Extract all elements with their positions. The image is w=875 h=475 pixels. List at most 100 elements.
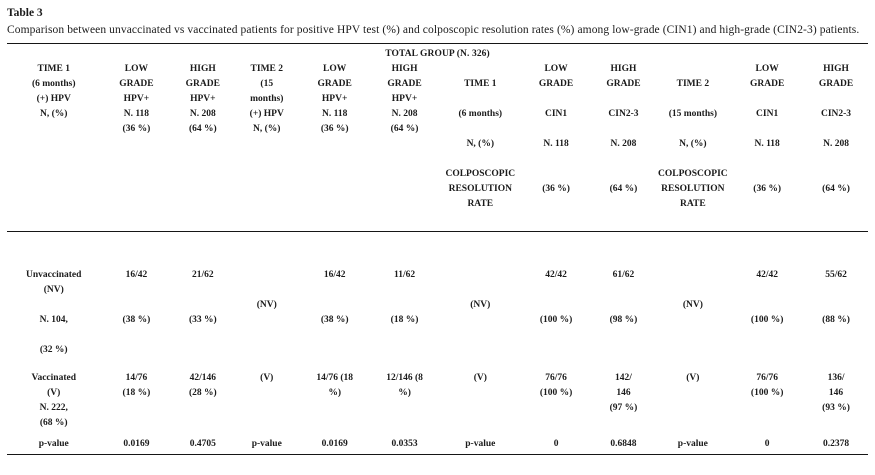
- cell-line: (97 %): [609, 403, 638, 413]
- cell-line: [100, 401, 172, 416]
- table-body: Unvaccinated (NV) N. 104, (32 %) 16/42 (38…: [7, 268, 868, 452]
- header-cell-col-3: HIGH GRADE HPV+ N. 208 (64 %): [172, 62, 233, 212]
- cell-line: [369, 197, 440, 212]
- cell-line: [369, 416, 440, 431]
- row-p-value-col-7: p-value: [440, 437, 521, 452]
- row-unvaccinated-col-4: (NV): [233, 268, 300, 358]
- cell-line: [655, 283, 730, 298]
- cell-line: [521, 343, 592, 358]
- cell-line: GRADE: [749, 79, 785, 89]
- cell-line: [300, 167, 369, 182]
- cell-line: [369, 401, 440, 416]
- cell-line: HPV+: [321, 94, 348, 104]
- cell-line: 0.6848: [610, 439, 637, 449]
- cell-line: [591, 343, 655, 358]
- header-cell-col-5: LOW GRADE HPV+ N. 118 (36 %): [300, 62, 369, 212]
- cell-line: [804, 167, 868, 182]
- cell-line: [521, 152, 592, 167]
- cell-line: [730, 298, 804, 313]
- cell-line: (64 %): [188, 124, 217, 134]
- cell-line: [730, 401, 804, 416]
- cell-line: [804, 298, 868, 313]
- row-p-value-col-5: 0.0169: [300, 437, 369, 452]
- cell-line: [655, 268, 730, 283]
- cell-line: GRADE: [185, 79, 220, 89]
- row-vaccinated-col-9: 142/146 (97 %): [591, 371, 655, 431]
- cell-line: p-value: [677, 439, 708, 449]
- cell-line: [521, 122, 592, 137]
- cell-line: [100, 152, 172, 167]
- cell-line: [804, 283, 868, 298]
- cell-line: [100, 197, 172, 212]
- cell-line: (28 %): [188, 388, 217, 398]
- cell-line: [440, 92, 521, 107]
- cell-line: N. 118: [321, 109, 348, 119]
- cell-line: N, (%): [466, 139, 495, 149]
- cell-line: N. 208: [823, 139, 849, 149]
- cell-line: [300, 416, 369, 431]
- cell-line: [655, 122, 730, 137]
- cell-line: CIN1: [756, 109, 779, 119]
- cell-line: (93 %): [822, 403, 850, 413]
- cell-line: LOW: [124, 64, 148, 74]
- cell-line: HPV+: [391, 94, 418, 104]
- table-row-unvaccinated: Unvaccinated (NV) N. 104, (32 %) 16/42 (38…: [7, 268, 868, 358]
- cell-line: N. 222,: [39, 403, 68, 413]
- cell-line: HIGH: [610, 64, 637, 74]
- table-row-p-value: p-value 0.0169 0.4705 p-value 0.0169 0.0353 p-…: [7, 437, 868, 452]
- paper-table-page: Table 3 Comparison between unvaccinated …: [7, 7, 868, 455]
- table-row-vaccinated: Vaccinated (V) N. 222, (68 %) 14/76 (18 %) 42…: [7, 371, 868, 431]
- cell-line: [730, 416, 804, 431]
- cell-line: (32 %): [39, 345, 68, 355]
- cell-line: [100, 137, 172, 152]
- cell-line: [730, 152, 804, 167]
- cell-line: RATE: [679, 199, 706, 209]
- row-vaccinated-col-4: (V): [233, 371, 300, 431]
- row-unvaccinated-col-8: 42/42 (100 %): [521, 268, 592, 358]
- cell-line: TIME 1: [37, 64, 70, 74]
- cell-line: [655, 401, 730, 416]
- cell-line: [233, 182, 300, 197]
- cell-line: [369, 298, 440, 313]
- cell-line: [7, 152, 100, 167]
- cell-line: HIGH: [189, 64, 216, 74]
- row-unvaccinated-col-1: Unvaccinated (NV) N. 104, (32 %): [7, 268, 100, 358]
- cell-line: %): [328, 388, 341, 398]
- cell-line: 42/42: [545, 270, 567, 280]
- cell-line: [300, 152, 369, 167]
- cell-line: [300, 401, 369, 416]
- row-vaccinated-col-5: 14/76 (18%): [300, 371, 369, 431]
- cell-line: %): [398, 388, 411, 398]
- cell-line: [591, 122, 655, 137]
- cell-line: GRADE: [538, 79, 574, 89]
- cell-line: [521, 298, 592, 313]
- cell-line: [7, 197, 100, 212]
- cell-line: N. 208: [189, 109, 216, 119]
- cell-line: [369, 182, 440, 197]
- row-p-value-col-11: 0: [730, 437, 804, 452]
- cell-line: [233, 313, 300, 328]
- cell-line: [521, 92, 592, 107]
- cell-line: 146: [616, 388, 631, 398]
- row-vaccinated-col-12: 136/146 (93 %): [804, 371, 868, 431]
- row-unvaccinated-col-10: (NV): [655, 268, 730, 358]
- cell-line: [300, 197, 369, 212]
- cell-line: [730, 167, 804, 182]
- row-p-value-col-6: 0.0353: [369, 437, 440, 452]
- cell-line: [804, 92, 868, 107]
- cell-line: 11/62: [393, 270, 416, 280]
- cell-line: (NV): [682, 300, 703, 310]
- cell-line: Vaccinated: [31, 373, 76, 383]
- cell-line: (18 %): [390, 315, 419, 325]
- total-group-header: TOTAL GROUP (N. 326): [385, 49, 490, 59]
- cell-line: [233, 416, 300, 431]
- cell-line: HPV+: [123, 94, 150, 104]
- header-cell-col-1: TIME 1 (6 months) (+) HPV N, (%): [7, 62, 100, 212]
- cell-line: [7, 328, 100, 343]
- cell-line: [730, 92, 804, 107]
- header-cell-col-4: TIME 2 (15 months) (+) HPV N, (%): [233, 62, 300, 212]
- row-vaccinated-col-11: 76/76 (100 %): [730, 371, 804, 431]
- cell-line: (100 %): [750, 388, 784, 398]
- cell-line: 142/: [615, 373, 632, 383]
- cell-line: [730, 283, 804, 298]
